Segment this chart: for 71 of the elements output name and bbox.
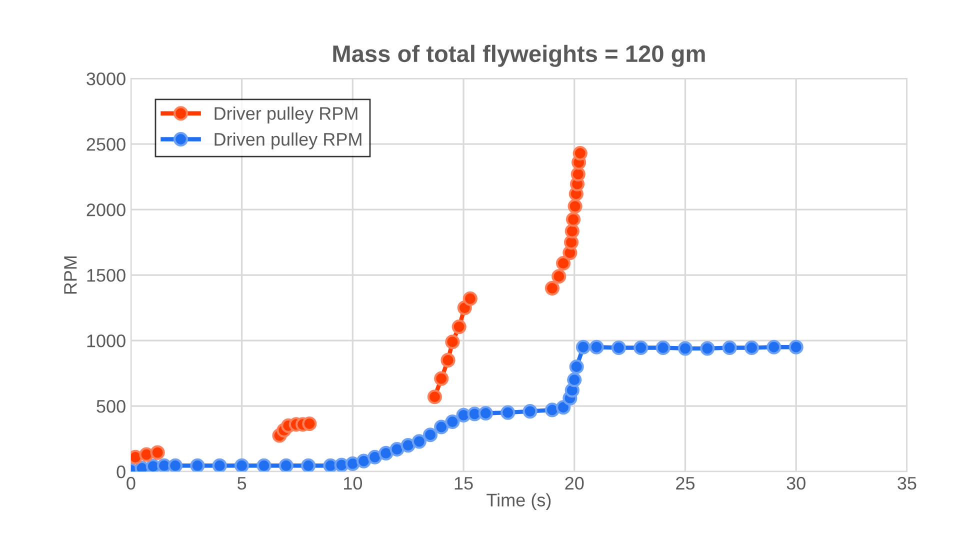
x-axis-title: Time (s) — [486, 493, 551, 510]
point — [462, 291, 478, 306]
point — [572, 146, 588, 161]
chart-title: Mass of total flyweights = 120 gm — [333, 44, 705, 67]
y-tick-label: 500 — [96, 400, 126, 413]
x-tick-label: 35 — [898, 476, 916, 490]
point — [700, 341, 715, 356]
point — [564, 224, 580, 238]
legend-label: Driven pulley RPM — [214, 132, 362, 150]
point — [345, 456, 360, 471]
point — [452, 320, 466, 334]
point — [302, 416, 317, 432]
point — [190, 458, 205, 472]
point — [611, 340, 626, 356]
point — [368, 450, 382, 464]
point — [445, 414, 460, 430]
x-tick-label: 0 — [126, 476, 136, 490]
point — [478, 406, 493, 421]
point — [766, 340, 782, 354]
x-tick-label: 30 — [786, 476, 806, 490]
point — [434, 371, 449, 386]
point — [139, 447, 154, 462]
point — [400, 438, 416, 453]
point — [569, 359, 584, 374]
x-tick-label: 15 — [454, 477, 473, 490]
y-tick-label: 3000 — [86, 72, 126, 86]
point — [427, 390, 442, 404]
point — [544, 280, 560, 296]
point — [552, 269, 566, 284]
y-tick-label: 1500 — [87, 269, 126, 282]
point — [576, 340, 591, 354]
point — [440, 352, 456, 368]
point — [390, 442, 404, 457]
point — [422, 428, 438, 442]
point — [589, 340, 604, 354]
x-tick-label: 5 — [238, 477, 246, 490]
point — [278, 458, 294, 472]
point — [678, 341, 693, 356]
point — [567, 372, 582, 388]
point — [634, 340, 648, 356]
point — [522, 404, 538, 419]
x-tick-label: 20 — [565, 476, 584, 490]
point — [568, 199, 582, 214]
point — [212, 458, 227, 472]
y-tick-label: 0 — [116, 465, 126, 478]
point — [570, 166, 586, 182]
point — [500, 405, 516, 420]
x-tick-label: 10 — [344, 476, 362, 490]
point — [656, 340, 670, 356]
x-tick-label: 25 — [676, 476, 695, 490]
legend-label: Driver pulley RPM — [214, 106, 358, 124]
point — [744, 340, 760, 356]
y-tick-label: 1000 — [87, 334, 126, 348]
y-tick-label: 2500 — [86, 138, 126, 151]
point — [445, 334, 460, 350]
point — [323, 458, 338, 472]
y-tick-label: 2000 — [86, 204, 126, 216]
point — [788, 340, 804, 354]
point — [412, 434, 426, 449]
y-axis-title: RPM — [64, 256, 77, 294]
point — [150, 445, 165, 460]
point — [556, 256, 571, 271]
point — [566, 212, 581, 227]
point — [434, 420, 449, 434]
point — [722, 340, 737, 356]
point — [256, 458, 272, 472]
point — [378, 446, 394, 460]
point — [234, 458, 250, 472]
point — [168, 458, 183, 472]
point — [356, 454, 372, 468]
point — [301, 458, 316, 472]
